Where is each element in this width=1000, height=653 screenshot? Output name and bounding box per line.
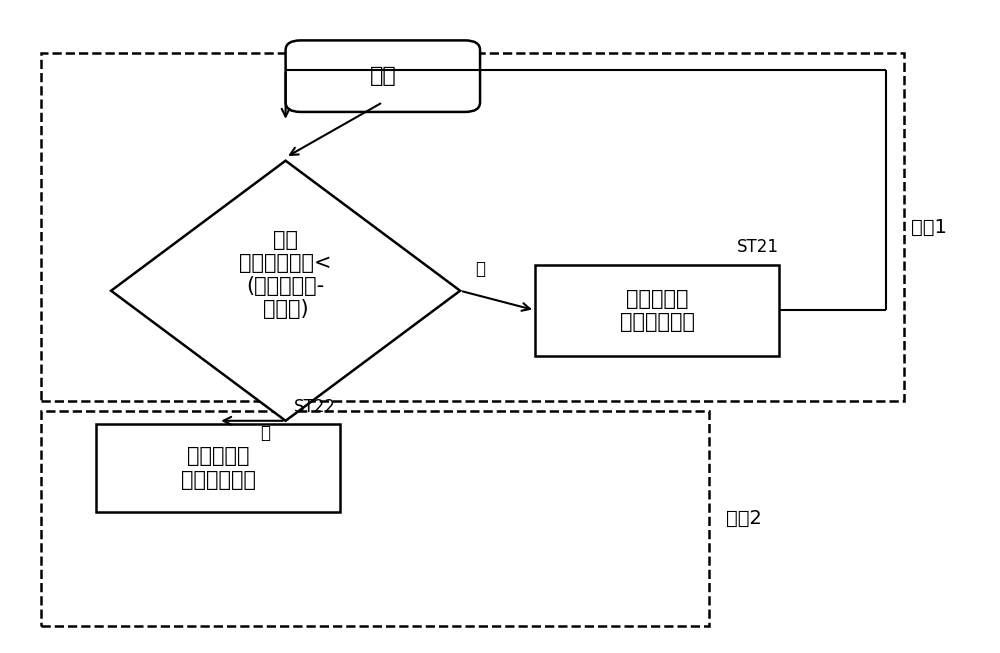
Bar [41, 411, 709, 626]
Text: 利用调节阀
进行流量控制: 利用调节阀 进行流量控制 [620, 289, 695, 332]
Text: 压力
传感器检测値<
(基准压力値-
预定値): 压力 传感器检测値< (基准压力値- 预定値) [239, 230, 332, 319]
Text: ST21: ST21 [737, 238, 779, 256]
Bar [535, 264, 779, 356]
Text: 阶段1: 阶段1 [911, 218, 947, 237]
Bar [41, 54, 904, 402]
FancyBboxPatch shape [286, 40, 480, 112]
Text: 阶段2: 阶段2 [726, 509, 762, 528]
Text: 是: 是 [475, 260, 485, 278]
Bar [96, 424, 340, 512]
Text: 利用压缩机
进行流量控制: 利用压缩机 进行流量控制 [181, 446, 256, 490]
Text: 否: 否 [261, 424, 271, 442]
Text: 开始: 开始 [369, 66, 396, 86]
Text: ST22: ST22 [293, 398, 335, 415]
Polygon shape [111, 161, 460, 421]
